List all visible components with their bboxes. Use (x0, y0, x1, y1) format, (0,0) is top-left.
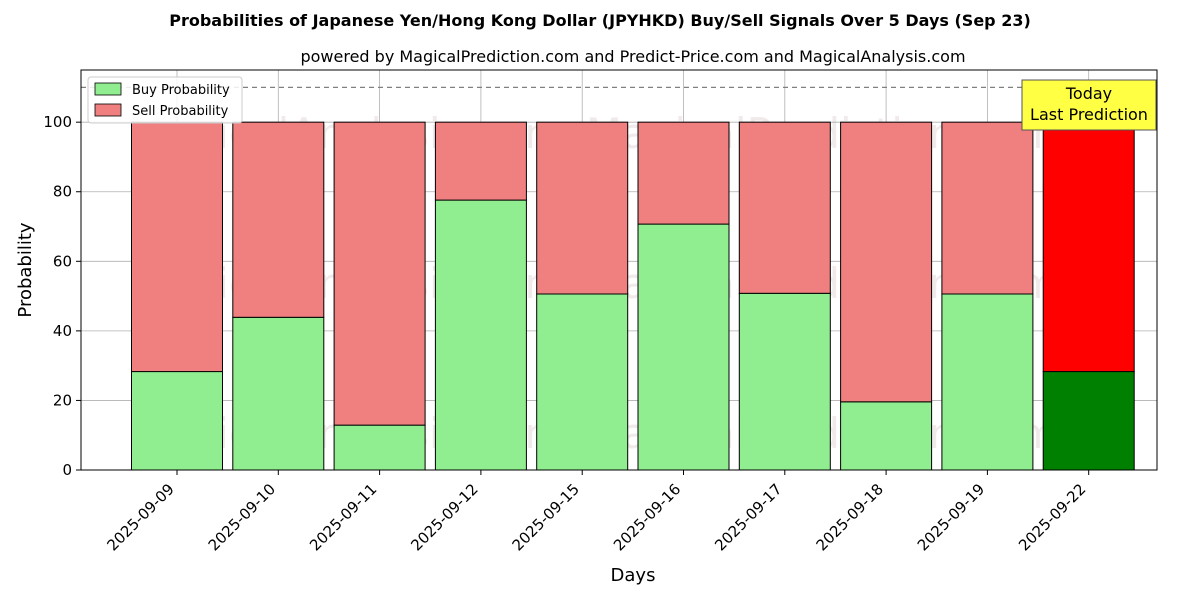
y-tick-label: 0 (62, 461, 72, 479)
x-tick-label: 2025-09-18 (813, 480, 887, 554)
y-tick-label: 100 (43, 113, 72, 131)
bar-sell-2025-09-16 (637, 121, 730, 225)
bar-sell-2025-09-18 (840, 121, 933, 403)
bar-buy-2025-09-12 (434, 199, 527, 471)
y-tick-label: 40 (53, 322, 72, 340)
chart-title: Probabilities of Japanese Yen/Hong Kong … (169, 11, 1031, 30)
bar-sell-2025-09-10 (232, 121, 325, 318)
bar-sell-2025-09-22 (1042, 121, 1135, 373)
legend-box (87, 76, 243, 124)
x-axis-label: Days (611, 565, 656, 586)
bar-buy-2025-09-11 (333, 424, 426, 471)
bar-sell-2025-09-09 (131, 121, 223, 373)
bar-buy-2025-09-16 (637, 223, 730, 471)
bar-buy-2025-09-19 (941, 293, 1034, 471)
x-tick-label: 2025-09-22 (1015, 480, 1089, 554)
legend-buy-label: Buy Probability (132, 83, 230, 98)
plot-frame (80, 69, 1158, 471)
legend-sell-label: Sell Probability (132, 104, 229, 119)
y-tick-label: 20 (53, 391, 72, 409)
x-tick-label: 2025-09-10 (205, 480, 279, 554)
bar-buy-2025-09-15 (536, 293, 629, 471)
legend-buy-swatch (94, 82, 122, 96)
x-axis-ticks: 2025-09-09 2025-09-10 2025-09-11 2025-09-12… (103, 470, 1090, 554)
bar-buy-2025-09-18 (840, 401, 933, 471)
x-tick-label: 2025-09-17 (711, 480, 785, 554)
today-label: Today (1065, 84, 1112, 103)
bar-sell-2025-09-17 (738, 121, 831, 294)
today-annotation: Today Last Prediction (1021, 79, 1157, 131)
bar-buy-2025-09-10 (232, 316, 325, 471)
x-tick-label: 2025-09-11 (306, 480, 380, 554)
x-tick-label: 2025-09-19 (914, 480, 988, 554)
legend-sell-swatch (94, 103, 122, 117)
bar-buy-2025-09-09 (131, 371, 223, 471)
bar-buy-2025-09-22 (1042, 371, 1135, 471)
y-axis-ticks: 0 20 40 60 80 100 (43, 113, 81, 479)
bar-sell-2025-09-12 (434, 121, 527, 201)
x-tick-label: 2025-09-12 (407, 480, 481, 554)
legend: Buy Probability Sell Probability (87, 76, 243, 124)
x-tick-label: 2025-09-09 (103, 480, 177, 554)
bar-sell-2025-09-15 (536, 121, 629, 295)
y-tick-label: 60 (53, 252, 72, 270)
last-prediction-label: Last Prediction (1030, 105, 1148, 124)
y-tick-label: 80 (53, 183, 72, 201)
bar-sell-2025-09-11 (333, 121, 426, 426)
x-tick-label: 2025-09-16 (610, 480, 684, 554)
x-tick-label: 2025-09-15 (509, 480, 583, 554)
chart-subtitle: powered by MagicalPrediction.com and Pre… (300, 47, 965, 66)
bars (131, 121, 1135, 471)
bar-sell-2025-09-19 (941, 121, 1034, 295)
today-box (1021, 79, 1157, 131)
y-axis-label: Probability (15, 222, 36, 317)
bar-buy-2025-09-17 (738, 292, 831, 471)
